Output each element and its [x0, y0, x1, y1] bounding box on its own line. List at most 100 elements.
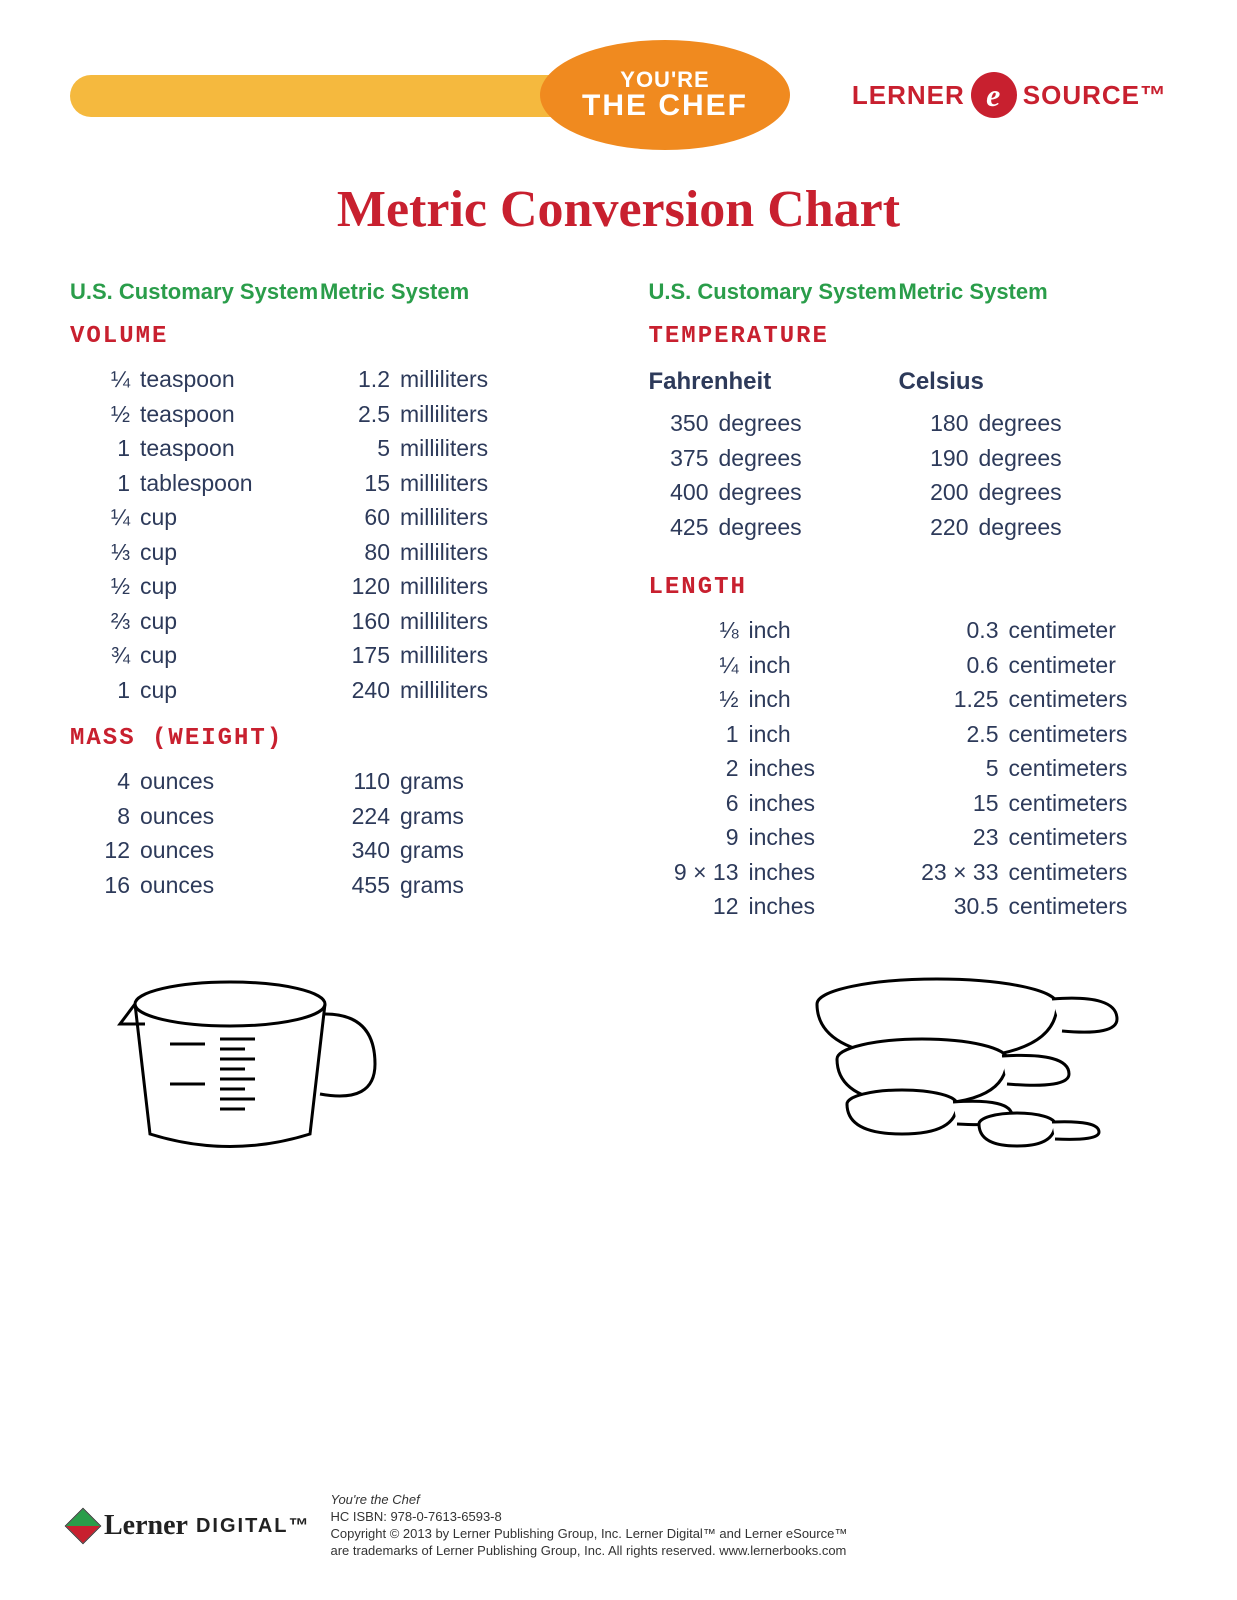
mass-row: 16ounces455grams: [70, 868, 589, 903]
footer-logo-digital: DIGITAL™: [196, 1515, 311, 1538]
metric-qty: 5: [320, 431, 400, 466]
volume-row: 1cup240milliliters: [70, 673, 589, 708]
volume-row: 1tablespoon15milliliters: [70, 466, 589, 501]
unit: inches: [749, 889, 899, 924]
volume-row: ¼teaspoon1.2milliliters: [70, 362, 589, 397]
left-col-heads: U.S. Customary System Metric System: [70, 279, 589, 305]
metric-unit: degrees: [979, 475, 1168, 510]
metric-unit: grams: [400, 764, 589, 799]
qty: 6: [649, 786, 749, 821]
unit: inch: [749, 682, 899, 717]
metric-unit: milliliters: [400, 362, 589, 397]
qty: 1: [70, 431, 140, 466]
length-row: 2inches5centimeters: [649, 751, 1168, 786]
footer-line4: are trademarks of Lerner Publishing Grou…: [330, 1543, 847, 1560]
unit: inch: [749, 613, 899, 648]
metric-qty: 110: [320, 764, 400, 799]
qty: ⅔: [70, 604, 140, 639]
volume-row: 1teaspoon5milliliters: [70, 431, 589, 466]
metric-unit: centimeters: [1009, 855, 1168, 890]
unit: degrees: [719, 441, 899, 476]
temperature-title: TEMPERATURE: [649, 323, 1168, 350]
length-row: ½inch1.25centimeters: [649, 682, 1168, 717]
length-row: 12inches30.5centimeters: [649, 889, 1168, 924]
qty: 9: [649, 820, 749, 855]
footer: Lerner DIGITAL™ You're the Chef HC ISBN:…: [70, 1492, 1167, 1560]
qty: ½: [70, 569, 140, 604]
metric-qty: 190: [899, 441, 979, 476]
metric-unit: grams: [400, 799, 589, 834]
illustrations: [70, 964, 1167, 1164]
unit: ounces: [140, 799, 320, 834]
qty: 8: [70, 799, 140, 834]
metric-unit: milliliters: [400, 397, 589, 432]
unit: degrees: [719, 510, 899, 545]
unit: cup: [140, 535, 320, 570]
unit: ounces: [140, 764, 320, 799]
qty: 12: [649, 889, 749, 924]
length-row: 9inches23centimeters: [649, 820, 1168, 855]
length-row: 1inch2.5centimeters: [649, 717, 1168, 752]
metric-unit: centimeters: [1009, 751, 1168, 786]
metric-unit: centimeters: [1009, 820, 1168, 855]
measuring-cup-icon: [110, 964, 390, 1164]
unit: inch: [749, 717, 899, 752]
qty: 4: [70, 764, 140, 799]
temperature-rows: 350degrees180degrees375degrees190degrees…: [649, 406, 1168, 544]
metric-unit: centimeters: [1009, 717, 1168, 752]
metric-qty: 23 × 33: [899, 855, 1009, 890]
volume-row: ¼cup60milliliters: [70, 500, 589, 535]
temperature-row: 425degrees220degrees: [649, 510, 1168, 545]
qty: 1: [70, 466, 140, 501]
unit: inches: [749, 786, 899, 821]
unit: inches: [749, 855, 899, 890]
unit: cup: [140, 638, 320, 673]
metric-qty: 160: [320, 604, 400, 639]
metric-unit: degrees: [979, 510, 1168, 545]
metric-qty: 0.6: [899, 648, 1009, 683]
qty: 9 × 13: [649, 855, 749, 890]
metric-unit: degrees: [979, 406, 1168, 441]
brand-logo: LERNER e SOURCE™: [852, 72, 1167, 118]
metric-qty: 180: [899, 406, 979, 441]
unit: tablespoon: [140, 466, 320, 501]
temperature-row: 375degrees190degrees: [649, 441, 1168, 476]
unit: ounces: [140, 833, 320, 868]
metric-unit: milliliters: [400, 466, 589, 501]
metric-qty: 80: [320, 535, 400, 570]
temperature-row: 400degrees200degrees: [649, 475, 1168, 510]
metric-unit: centimeter: [1009, 648, 1168, 683]
metric-qty: 175: [320, 638, 400, 673]
footer-logo: Lerner DIGITAL™: [70, 1510, 310, 1542]
metric-unit: milliliters: [400, 569, 589, 604]
metric-qty: 224: [320, 799, 400, 834]
unit: cup: [140, 500, 320, 535]
metric-unit: milliliters: [400, 535, 589, 570]
metric-qty: 1.25: [899, 682, 1009, 717]
metric-unit: milliliters: [400, 673, 589, 708]
metric-qty: 120: [320, 569, 400, 604]
content-columns: U.S. Customary System Metric System VOLU…: [70, 279, 1167, 924]
qty: 12: [70, 833, 140, 868]
metric-qty: 200: [899, 475, 979, 510]
spoon-text-line2: THE CHEF: [582, 89, 748, 123]
footer-text: You're the Chef HC ISBN: 978-0-7613-6593…: [330, 1492, 847, 1560]
brand-text-left: LERNER: [852, 80, 965, 111]
unit: teaspoon: [140, 397, 320, 432]
footer-line3: Copyright © 2013 by Lerner Publishing Gr…: [330, 1526, 847, 1543]
qty: ⅓: [70, 535, 140, 570]
qty: ¼: [649, 648, 749, 683]
metric-unit: centimeter: [1009, 613, 1168, 648]
metric-unit: milliliters: [400, 638, 589, 673]
qty: 2: [649, 751, 749, 786]
unit: cup: [140, 673, 320, 708]
unit: degrees: [719, 475, 899, 510]
diamond-icon: [65, 1508, 102, 1545]
metric-qty: 220: [899, 510, 979, 545]
sub-fahrenheit: Fahrenheit: [649, 368, 899, 396]
qty: 1: [649, 717, 749, 752]
qty: 350: [649, 406, 719, 441]
metric-qty: 15: [899, 786, 1009, 821]
metric-unit: milliliters: [400, 500, 589, 535]
volume-row: ⅔cup160milliliters: [70, 604, 589, 639]
